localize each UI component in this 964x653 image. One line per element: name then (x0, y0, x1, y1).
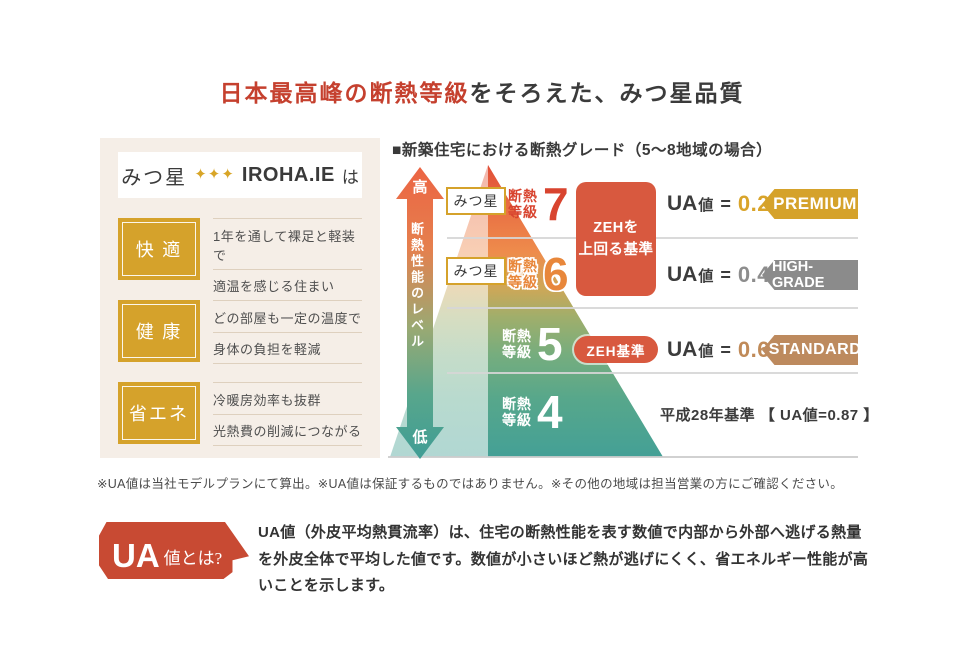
grade4-word-bottom: 等級 (502, 412, 532, 428)
chart-heading: ■新築住宅における断熱グレード（5〜8地域の場合） (392, 142, 773, 159)
feature-health-texts: どの部屋も一定の温度で 身体の負担を軽減 (213, 300, 362, 364)
feature-health-line2: 身体の負担を軽減 (213, 333, 362, 364)
grade7-number: 7 (543, 178, 569, 230)
divider-grade6-5 (447, 307, 858, 309)
ua-latin-grade6: UA (667, 263, 698, 286)
tag-high-grade: HIGH-GRADE (762, 260, 858, 290)
mitsuboshi-badge-grade7: みつ星 (446, 187, 506, 215)
zeh-standard-pill: ZEH基準 (574, 336, 658, 363)
ua-row-grade5: UA 値 = 0.60 (667, 334, 783, 366)
ua-latin-grade5: UA (667, 338, 698, 361)
ua-kanji-grade6: 値 (698, 267, 714, 285)
divider-grade5-4 (447, 372, 858, 374)
grade7-label: 断熱 等級 7 (508, 181, 569, 227)
grade5-number: 5 (537, 318, 563, 370)
grade4-words: 断熱 等級 (502, 396, 532, 428)
grade7-word-top: 断熱 (508, 187, 538, 204)
feature-comfort-line1: 1年を通して裸足と軽装で (213, 220, 362, 270)
feature-health-line1: どの部屋も一定の温度で (213, 302, 362, 333)
ua-kanji-grade5: 値 (698, 342, 714, 360)
feature-comfort-line2: 適温を感じる住まい (213, 270, 362, 301)
divider-baseline (388, 456, 858, 458)
page-title-rest: をそろえた、みつ星品質 (469, 80, 745, 106)
brand-panel: みつ星 ✦✦✦ IROHA.IE は 快 適 1年を通して裸足と軽装で 適温を感… (100, 138, 380, 458)
axis-title: 断熱性能のレベル (409, 222, 424, 350)
ua-bubble-rest: 値とは? (163, 549, 223, 568)
grade6-word-bottom: 等級 (508, 274, 538, 290)
grade5-label: 断熱 等級 5 (502, 321, 563, 367)
feature-health-label: 健 康 (122, 304, 196, 358)
heisei28-standard-note: 平成28年基準 【 UA値=0.87 】 (660, 407, 879, 424)
feature-energy-label: 省エネ (122, 386, 196, 440)
performance-axis-arrow-icon (396, 167, 444, 459)
feature-energy-line2: 光熱費の削減につながる (213, 415, 362, 446)
brand-suffix: は (341, 167, 359, 187)
grade5-words: 断熱 等級 (502, 328, 532, 360)
grade6-label: 断熱 等級 6 (508, 251, 569, 297)
feature-energy-line1: 冷暖房効率も抜群 (213, 384, 362, 415)
page-title-highlight: 日本最高峰の断熱等級 (219, 80, 470, 106)
grade5-word-bottom: 等級 (502, 344, 532, 360)
footnote: ※UA値は当社モデルプランにて算出。※UA値は保証するものではありません。※その… (97, 477, 844, 491)
feature-comfort-box: 快 適 (118, 218, 200, 280)
grade4-label: 断熱 等級 4 (502, 389, 563, 435)
grade6-word-top: 断熱 (508, 257, 538, 274)
ua-bubble-latin: UA (112, 537, 160, 575)
feature-energy-texts: 冷暖房効率も抜群 光熱費の削減につながる (213, 382, 362, 446)
axis-low-label: 低 (412, 429, 428, 446)
ua-eq-grade7: = (720, 193, 731, 214)
grade6-words: 断熱 等級 (508, 258, 538, 290)
brand-logo-text: IROHA.IE (241, 163, 335, 186)
zeh-box-line1: ZEHを (593, 219, 639, 236)
ua-kanji-grade7: 値 (698, 196, 714, 214)
tag-premium: PREMIUM (762, 189, 858, 219)
grade6-number: 6 (543, 248, 569, 300)
grade4-number: 4 (537, 386, 563, 438)
grade4-word-top: 断熱 (502, 395, 532, 412)
brand-name: みつ星 (121, 166, 188, 189)
feature-energy-box: 省エネ (118, 382, 200, 444)
feature-comfort: 快 適 1年を通して裸足と軽装で 適温を感じる住まい (118, 218, 362, 301)
ua-definition-text: UA値（外皮平均熱貫流率）は、住宅の断熱性能を表す数値で内部から外部へ逃げる熱量… (258, 524, 869, 595)
feature-health-box: 健 康 (118, 300, 200, 362)
tag-standard: STANDARD (762, 335, 858, 365)
brand-header: みつ星 ✦✦✦ IROHA.IE は (118, 152, 362, 198)
ua-eq-grade5: = (720, 339, 731, 360)
axis-high-label: 高 (412, 179, 428, 196)
zeh-box-line2: 上回る基準 (578, 242, 654, 258)
feature-comfort-texts: 1年を通して裸足と軽装で 適温を感じる住まい (213, 218, 362, 301)
feature-health: 健 康 どの部屋も一定の温度で 身体の負担を軽減 (118, 300, 362, 364)
grade7-word-bottom: 等級 (508, 204, 538, 220)
ua-definition-bubble: UA 値とは? (99, 522, 249, 579)
page-title: 日本最高峰の断熱等級をそろえた、みつ星品質 (0, 74, 964, 108)
mitsuboshi-badge-grade6: みつ星 (446, 257, 506, 285)
zeh-above-standard-box: ZEHを 上回る基準 (576, 182, 656, 296)
grade7-words: 断熱 等級 (508, 188, 538, 220)
grade5-word-top: 断熱 (502, 327, 532, 344)
feature-energy: 省エネ 冷暖房効率も抜群 光熱費の削減につながる (118, 382, 362, 446)
feature-comfort-label: 快 適 (122, 222, 196, 276)
three-stars-icon: ✦✦✦ (194, 166, 235, 183)
ua-latin-grade7: UA (667, 192, 698, 215)
ua-eq-grade6: = (720, 264, 731, 285)
